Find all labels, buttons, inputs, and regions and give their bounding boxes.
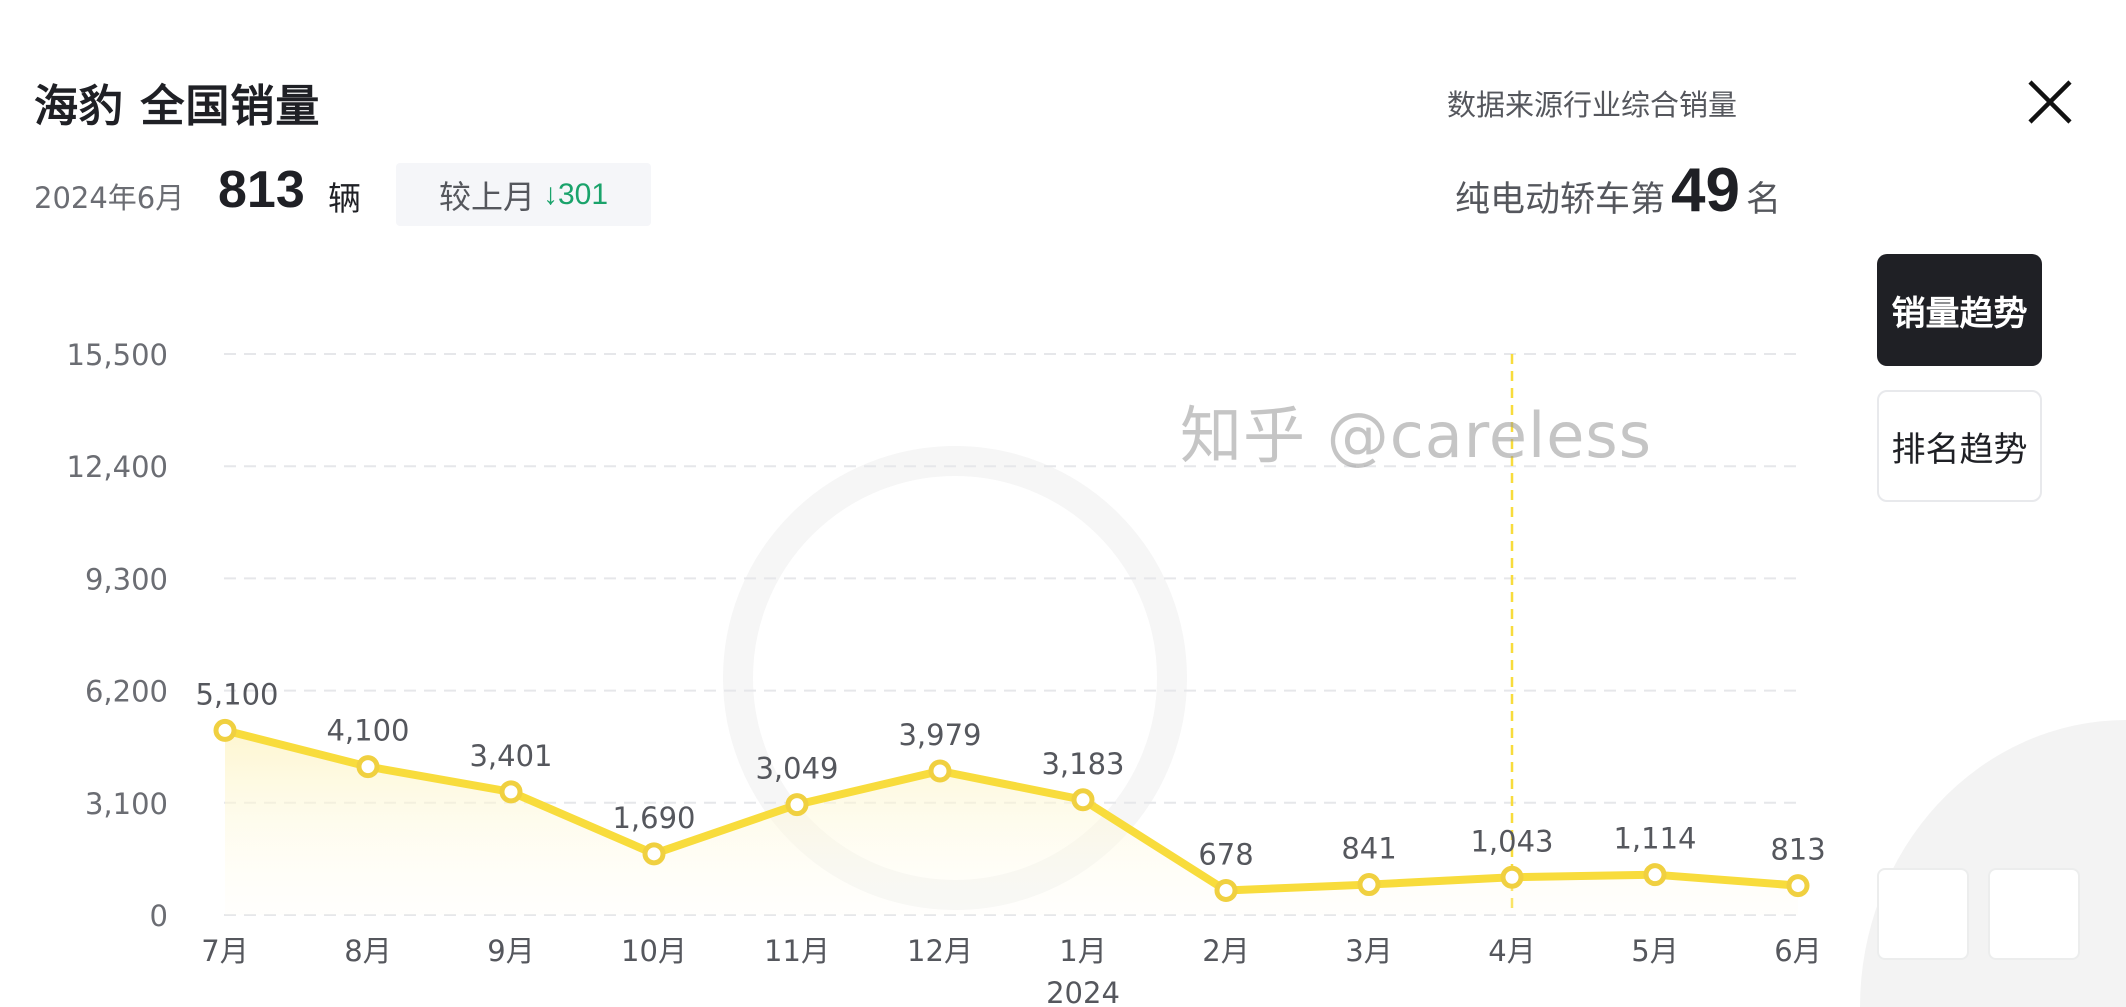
data-label: 3,183: [1041, 747, 1124, 781]
x-tick-label: 6月: [1774, 934, 1821, 968]
period-label: 2024年6月: [34, 181, 185, 215]
data-label: 1,690: [612, 801, 695, 835]
data-label: 3,979: [898, 718, 981, 752]
data-source-note: 数据来源行业综合销量: [1447, 88, 1738, 122]
page-title: 海豹 全国销量: [34, 81, 321, 132]
data-point: [928, 759, 952, 783]
data-point: [1500, 865, 1524, 889]
x-tick-label: 1月: [1059, 934, 1106, 968]
data-label: 1,114: [1613, 822, 1696, 856]
compare-value: 301: [557, 177, 609, 211]
x-tick-label: 8月: [344, 934, 391, 968]
year-label: 2024: [1046, 976, 1120, 1007]
rank-prefix: 纯电动轿车第: [1455, 180, 1666, 220]
close-x-icon: [2028, 80, 2072, 124]
data-label: 813: [1770, 833, 1825, 867]
watermark: 知乎 @careless: [1180, 399, 1653, 472]
x-tick-label: 7月: [201, 934, 248, 968]
data-point: [1214, 878, 1238, 902]
data-point: [1643, 863, 1667, 887]
rank-suffix: 名: [1745, 180, 1781, 220]
x-tick-label: 12月: [907, 934, 973, 968]
y-tick-label: 3,100: [85, 787, 168, 821]
x-tick-label: 11月: [764, 934, 830, 968]
down-arrow-icon: ↓301: [542, 177, 609, 211]
category-rank: 纯电动轿车第 49 名: [1455, 155, 1781, 226]
tab-rank-trend[interactable]: 排名趋势: [1877, 390, 2042, 502]
x-tick-label: 5月: [1631, 934, 1678, 968]
data-label: 678: [1198, 837, 1253, 871]
x-tick-label: 10月: [621, 934, 687, 968]
sales-line: [224, 726, 1799, 895]
data-label: 3,401: [469, 739, 552, 773]
tab-sales-trend[interactable]: 销量趋势: [1877, 254, 2042, 366]
y-tick-label: 0: [150, 899, 168, 933]
x-tick-label: 2月: [1202, 934, 1249, 968]
data-point: [1071, 788, 1095, 812]
x-tick-label: 4月: [1488, 934, 1535, 968]
area-fill: [225, 730, 1798, 915]
data-point: [1357, 873, 1381, 897]
close-button[interactable]: [2024, 76, 2076, 128]
y-tick-label: 12,400: [67, 450, 168, 484]
x-tick-label: 3月: [1345, 934, 1392, 968]
x-tick-label: 9月: [487, 934, 534, 968]
sales-unit: 辆: [328, 179, 361, 218]
sales-value: 813: [218, 161, 305, 219]
data-point: [356, 755, 380, 779]
data-point: [499, 780, 523, 804]
data-point: [785, 793, 809, 817]
y-tick-label: 6,200: [85, 675, 168, 709]
month-over-month-badge: 较上月 ↓301: [396, 163, 651, 226]
rank-value: 49: [1671, 156, 1740, 225]
data-label: 3,049: [755, 752, 838, 786]
data-label: 5,100: [195, 677, 278, 711]
data-point: [1786, 874, 1810, 898]
y-tick-label: 15,500: [67, 338, 168, 372]
y-tick-label: 9,300: [85, 562, 168, 596]
data-point: [642, 842, 666, 866]
compare-label: 较上月: [438, 177, 535, 216]
data-label: 841: [1341, 832, 1396, 866]
chart-prev-button[interactable]: [1877, 868, 1969, 960]
data-point: [213, 718, 237, 742]
data-label: 4,100: [326, 714, 409, 748]
chart-next-button[interactable]: [1988, 868, 2080, 960]
data-label: 1,043: [1470, 824, 1553, 858]
